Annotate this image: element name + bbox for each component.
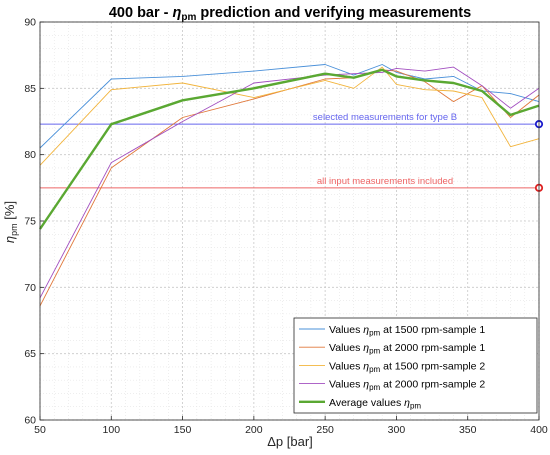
legend-label: Values ηpm at 1500 rpm-sample 1 xyxy=(329,324,485,338)
x-tick-label: 150 xyxy=(174,424,192,436)
legend-label: Values ηpm at 2000 rpm-sample 1 xyxy=(329,342,485,356)
legend-label: Values ηpm at 1500 rpm-sample 2 xyxy=(329,360,485,374)
y-tick-label: 75 xyxy=(24,216,36,228)
reference-line-label: all input measurements included xyxy=(317,176,453,187)
series-line xyxy=(39,66,540,299)
y-tick-label: 85 xyxy=(24,83,36,95)
x-tick-label: 300 xyxy=(388,424,406,436)
legend-label: Average values ηpm xyxy=(329,397,421,411)
legend: Values ηpm at 1500 rpm-sample 1 Values ηp… xyxy=(293,317,538,414)
y-axis-label-symbol: η xyxy=(2,236,17,243)
y-axis-label: ηpm [%] xyxy=(2,201,19,243)
series-lines xyxy=(39,64,540,307)
x-tick-label: 250 xyxy=(316,424,334,436)
y-tick-label: 60 xyxy=(24,415,36,427)
y-tick-label: 65 xyxy=(24,348,36,360)
legend-box xyxy=(293,317,538,414)
chart-title-suffix: prediction and verifying measurements xyxy=(196,5,471,21)
x-tick-label: 100 xyxy=(103,424,121,436)
y-tick-label: 90 xyxy=(24,17,36,29)
chart-title-prefix: 400 bar - xyxy=(109,5,173,21)
x-tick-label: 200 xyxy=(245,424,263,436)
series-line xyxy=(39,68,540,230)
chart-title-symbol-sub: pm xyxy=(181,12,196,23)
x-tick-label: 50 xyxy=(34,424,46,436)
x-axis-label: Δp [bar] xyxy=(267,434,313,449)
legend-label: Values ηpm at 2000 rpm-sample 2 xyxy=(329,379,485,393)
x-tick-label: 350 xyxy=(459,424,477,436)
series-line xyxy=(39,66,540,166)
x-tick-label: 400 xyxy=(530,424,548,436)
y-tick-label: 80 xyxy=(24,149,36,161)
y-axis-label-unit: [%] xyxy=(2,201,17,223)
y-axis-label-sub: pm xyxy=(9,223,19,236)
chart-title-symbol: η xyxy=(173,5,182,21)
reference-line-label: selected measurements for type B xyxy=(313,112,457,123)
grid xyxy=(39,21,540,421)
chart-title: 400 bar - ηpm prediction and verifying m… xyxy=(109,5,471,23)
y-tick-label: 70 xyxy=(24,282,36,294)
axes: 50 100 150 200 250 300 350 400 60 65 70 75 80 85 90 xyxy=(24,17,548,437)
